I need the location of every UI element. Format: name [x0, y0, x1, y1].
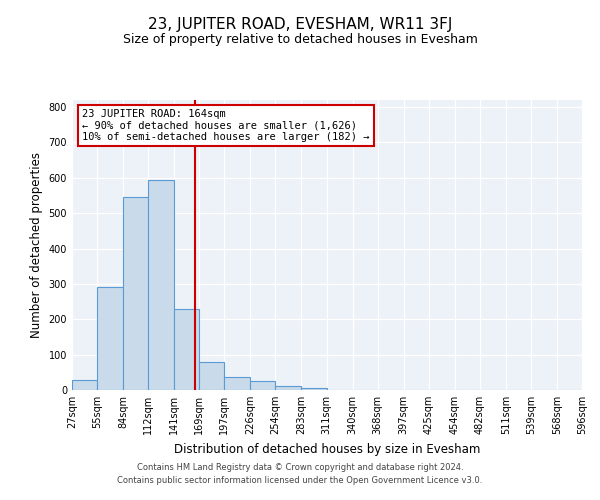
Bar	[72, 380, 97, 390]
Bar	[97, 287, 123, 390]
Bar	[275, 386, 301, 390]
X-axis label: Distribution of detached houses by size in Evesham: Distribution of detached houses by size …	[174, 442, 480, 456]
Text: Contains public sector information licensed under the Open Government Licence v3: Contains public sector information licen…	[118, 476, 482, 485]
Text: Size of property relative to detached houses in Evesham: Size of property relative to detached ho…	[122, 32, 478, 46]
Y-axis label: Number of detached properties: Number of detached properties	[30, 152, 43, 338]
Bar	[301, 388, 326, 390]
Text: Contains HM Land Registry data © Crown copyright and database right 2024.: Contains HM Land Registry data © Crown c…	[137, 464, 463, 472]
Text: 23 JUPITER ROAD: 164sqm
← 90% of detached houses are smaller (1,626)
10% of semi: 23 JUPITER ROAD: 164sqm ← 90% of detache…	[82, 108, 370, 142]
Bar	[174, 310, 199, 390]
Bar	[148, 180, 174, 390]
Text: 23, JUPITER ROAD, EVESHAM, WR11 3FJ: 23, JUPITER ROAD, EVESHAM, WR11 3FJ	[148, 18, 452, 32]
Bar	[123, 196, 148, 390]
Bar	[199, 362, 224, 390]
Bar	[250, 381, 275, 390]
Bar	[224, 377, 250, 390]
